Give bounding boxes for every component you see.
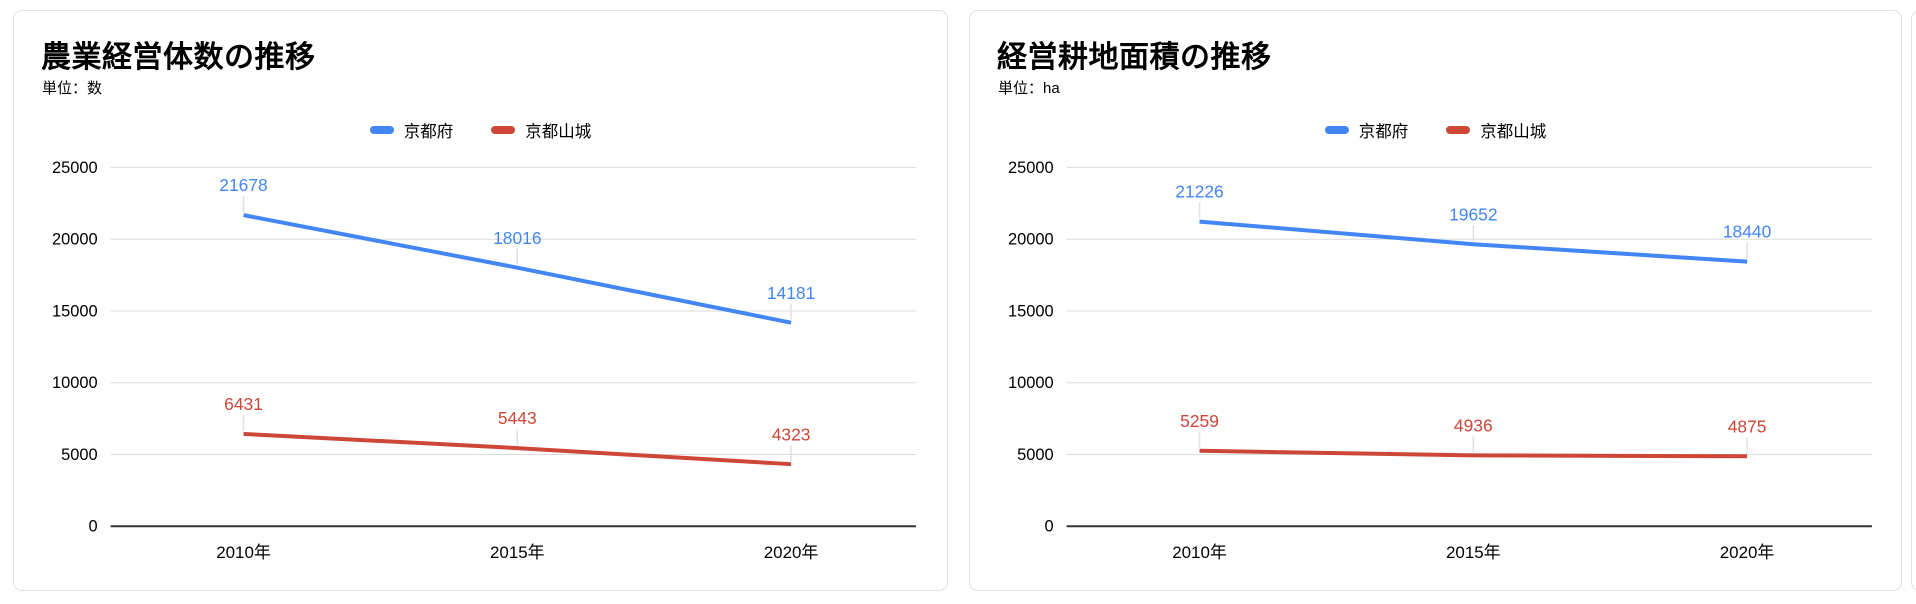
- unit-label: 単位：数: [42, 80, 103, 97]
- chart-title: 経営耕地面積の推移: [997, 41, 1272, 74]
- data-label: 6431: [224, 394, 263, 414]
- data-label: 4323: [772, 424, 811, 444]
- series-line: [243, 431, 792, 467]
- data-label: 4875: [1728, 416, 1767, 436]
- unit-label: 単位：ha: [998, 80, 1060, 97]
- line-chart: 0 5000 10000 15000 20000 25000 2010年 2015年 2020年…: [14, 11, 947, 590]
- data-label: 4936: [1454, 415, 1493, 435]
- data-label: 18440: [1723, 222, 1772, 242]
- data-label: 21226: [1175, 182, 1223, 202]
- x-tick-label: 2020年: [764, 543, 819, 562]
- chart-title: 農業経営体数の推移: [41, 41, 316, 74]
- legend-swatch-icon: [1446, 126, 1471, 134]
- y-tick-label: 25000: [52, 159, 98, 177]
- x-tick-label: 2015年: [1446, 543, 1501, 562]
- legend-label: 京都府: [403, 123, 454, 141]
- y-tick-label: 20000: [52, 231, 98, 249]
- y-tick-label: 5000: [1017, 446, 1054, 464]
- line-chart-svg: 0 5000 10000 15000 20000 25000 2010年 2015年 2020年…: [1008, 159, 1872, 562]
- x-tick-label: 2010年: [1172, 543, 1227, 562]
- data-label: 14181: [767, 283, 815, 303]
- legend-item: 京都府: [1324, 118, 1409, 142]
- chart-legend: 京都府 京都山城: [14, 118, 947, 142]
- legend-label: 京都山城: [1480, 123, 1547, 141]
- legend-item: 京都山城: [1446, 118, 1546, 142]
- chart-card-cultivated-area: 経営耕地面積の推移 単位：ha 京都府 京都山城 0 5000 10000 15000 2…: [969, 10, 1902, 591]
- data-label: 19652: [1449, 204, 1497, 224]
- y-tick-label: 15000: [52, 302, 98, 320]
- data-label: 21678: [219, 175, 267, 195]
- data-label: 5259: [1180, 411, 1219, 431]
- series-line: [1199, 448, 1748, 459]
- y-tick-label: 10000: [1008, 374, 1054, 392]
- series-line: [243, 213, 792, 325]
- y-tick-label: 10000: [52, 374, 98, 392]
- y-tick-label: 15000: [1008, 302, 1054, 320]
- y-tick-label: 0: [89, 518, 98, 536]
- y-tick-label: 25000: [1008, 159, 1054, 177]
- legend-swatch-icon: [369, 126, 394, 134]
- x-tick-label: 2015年: [490, 543, 545, 562]
- y-tick-label: 0: [1045, 518, 1054, 536]
- x-tick-label: 2010年: [216, 543, 271, 562]
- legend-item: 京都山城: [491, 118, 591, 142]
- legend-swatch-icon: [491, 126, 516, 134]
- chart-card-farm-operators: 農業経営体数の推移 単位：数 京都府 京都山城 0 5000 10000 15000 20…: [13, 10, 948, 591]
- y-tick-label: 20000: [1008, 231, 1054, 249]
- data-label: 5443: [498, 408, 537, 428]
- line-chart: 0 5000 10000 15000 20000 25000 2010年 2015年 2020年…: [970, 11, 1901, 590]
- legend-label: 京都府: [1358, 123, 1409, 141]
- data-label: 18016: [493, 228, 541, 248]
- legend-label: 京都山城: [525, 123, 592, 141]
- x-tick-label: 2020年: [1720, 543, 1775, 562]
- y-tick-label: 5000: [61, 446, 98, 464]
- legend-swatch-icon: [1324, 126, 1349, 134]
- line-chart-svg: 0 5000 10000 15000 20000 25000 2010年 2015年 2020年…: [52, 159, 916, 562]
- series-line: [1199, 219, 1748, 264]
- partial-card-edge: [1911, 10, 1916, 591]
- legend-item: 京都府: [369, 118, 454, 142]
- chart-legend: 京都府 京都山城: [970, 118, 1901, 142]
